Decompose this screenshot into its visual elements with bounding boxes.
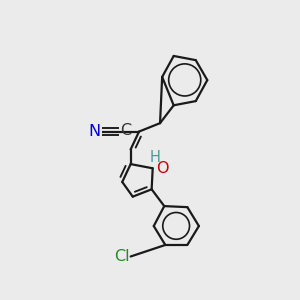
- Text: H: H: [150, 150, 160, 165]
- Text: Cl: Cl: [114, 249, 130, 264]
- Text: O: O: [156, 161, 168, 176]
- Text: N: N: [88, 124, 101, 139]
- Text: C: C: [120, 123, 131, 138]
